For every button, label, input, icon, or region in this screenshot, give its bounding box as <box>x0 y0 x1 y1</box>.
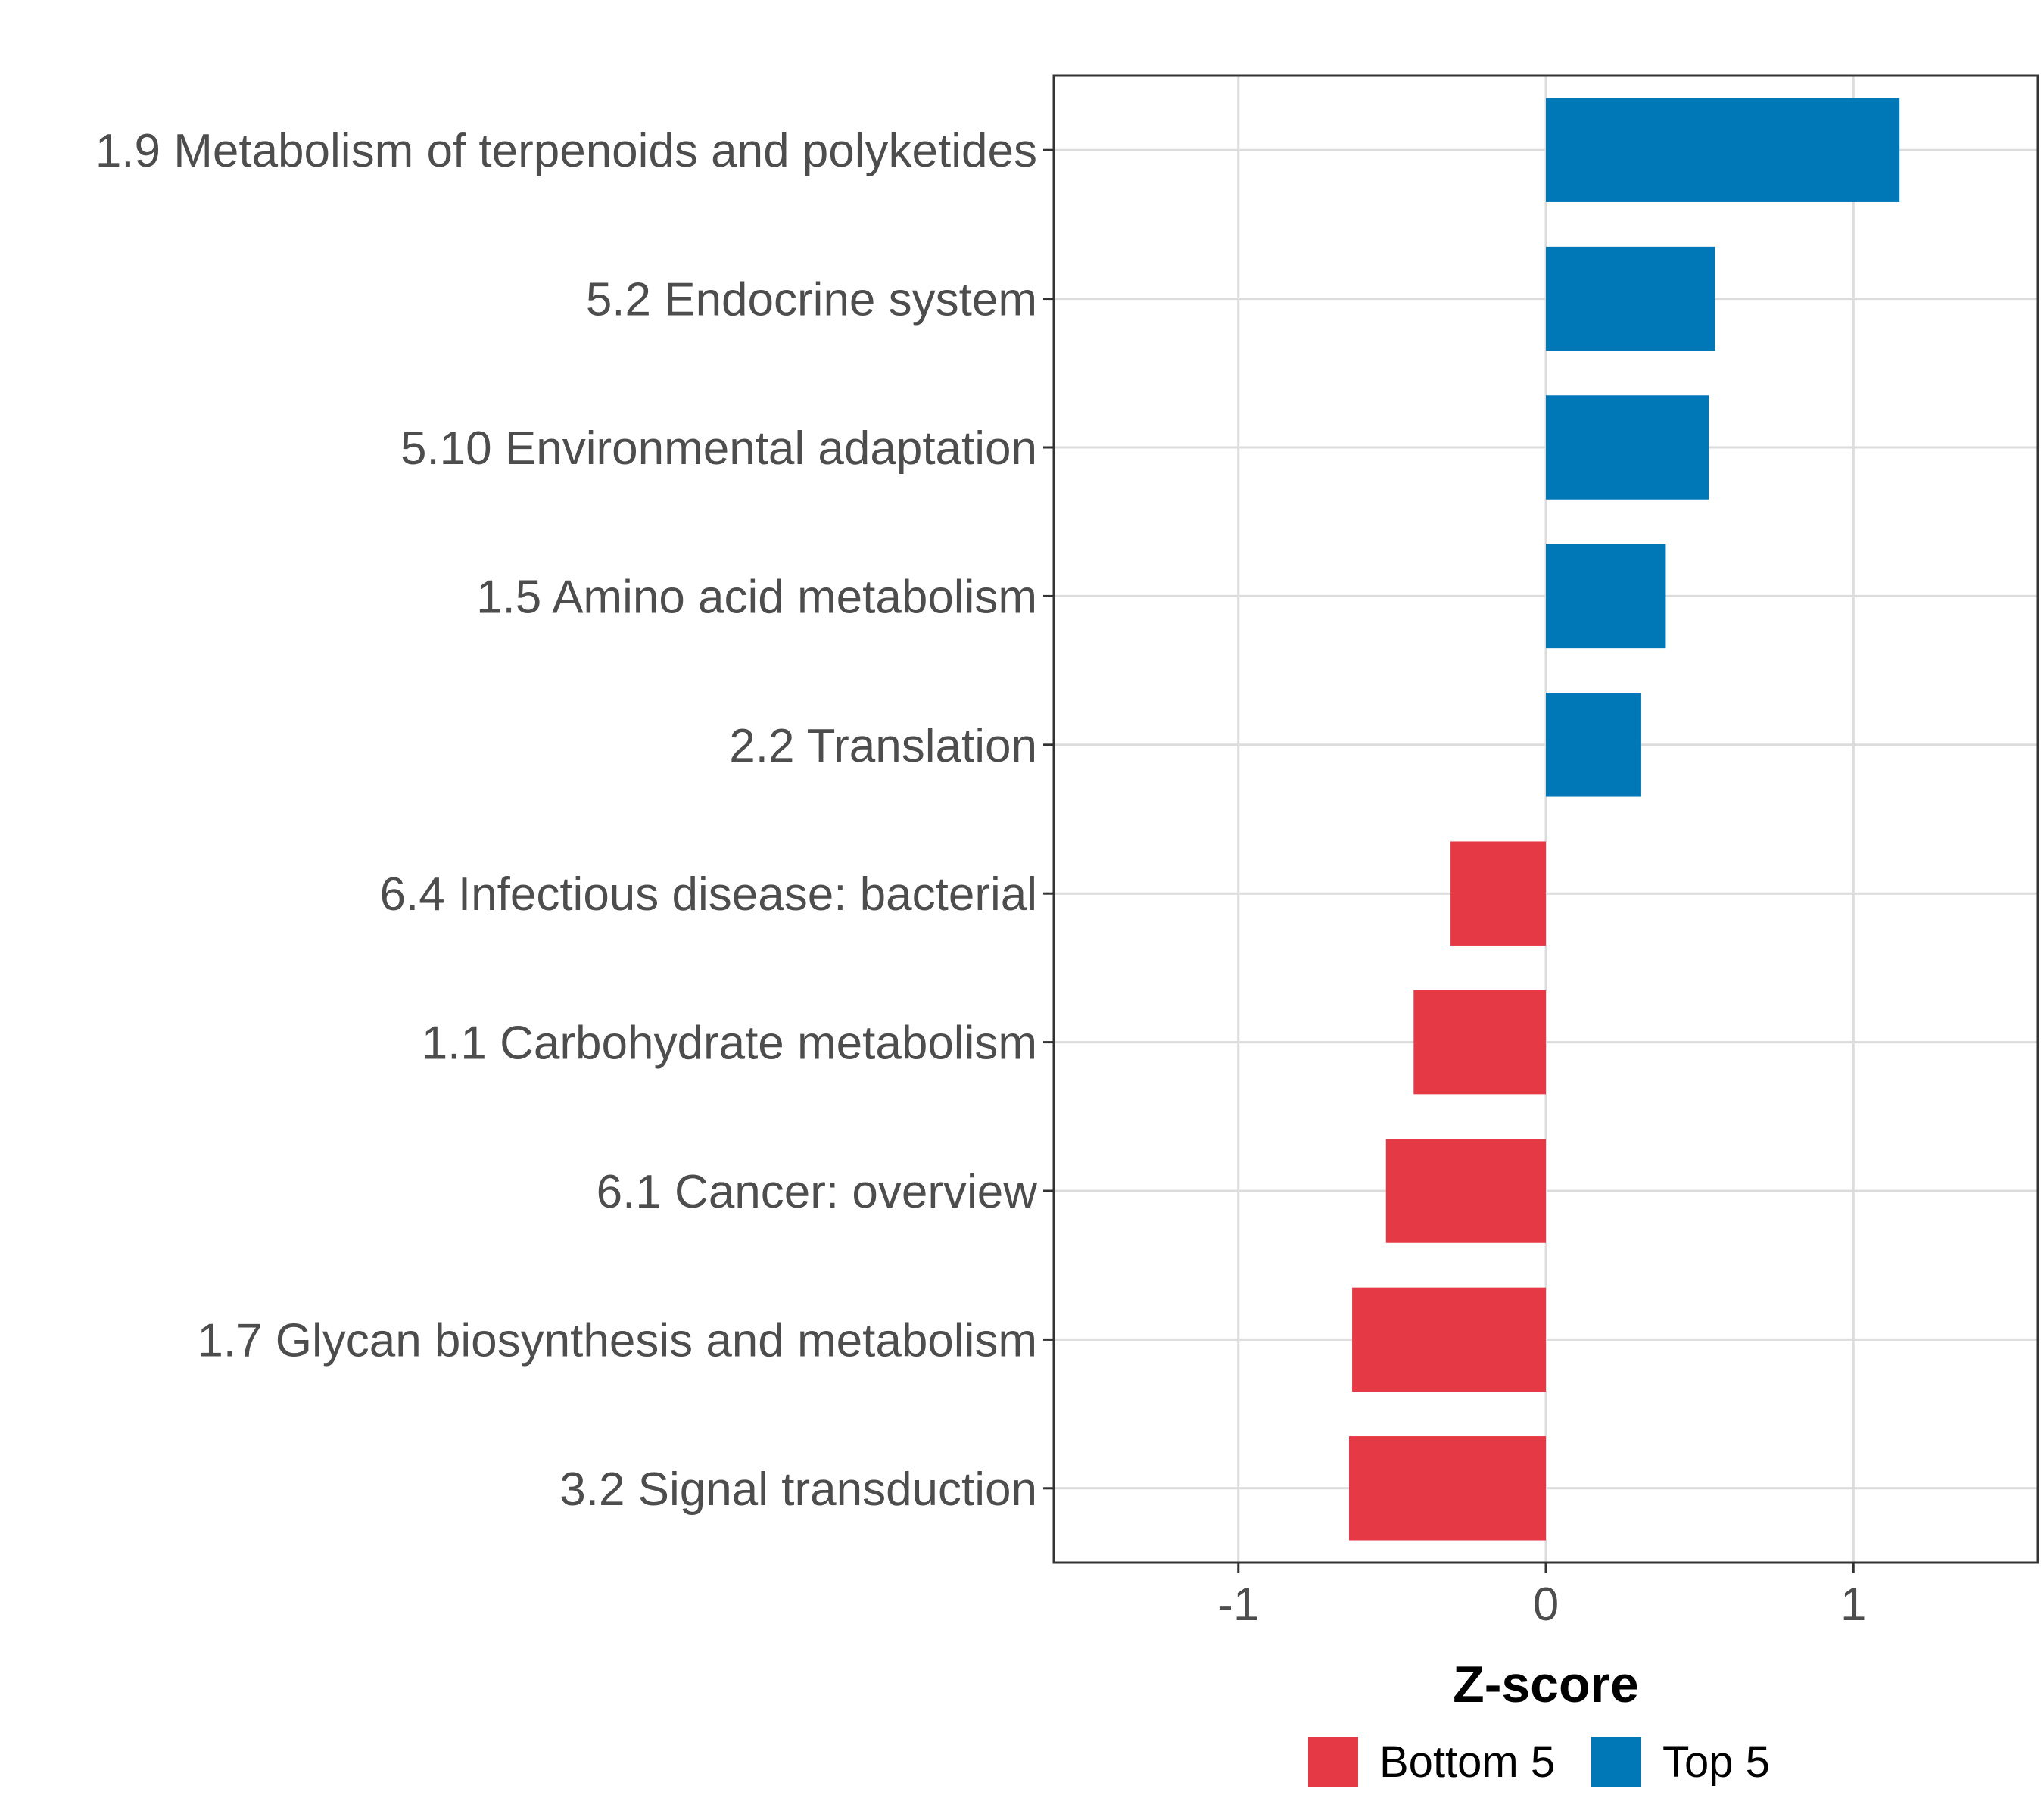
bar <box>1546 544 1666 649</box>
y-tick-label: 1.5 Amino acid metabolism <box>476 571 1037 623</box>
y-tick-label: 6.1 Cancer: overview <box>597 1166 1038 1218</box>
legend: Bottom 5 Top 5 <box>1308 1737 1770 1787</box>
y-tick-label: 2.2 Translation <box>729 720 1037 772</box>
legend-label: Top 5 <box>1662 1738 1770 1787</box>
y-tick-label: 1.1 Carbohydrate metabolism <box>422 1018 1037 1070</box>
bar <box>1546 693 1641 797</box>
bar <box>1352 1287 1546 1392</box>
y-tick-label: 3.2 Signal transduction <box>559 1463 1037 1516</box>
y-tick-label: 1.7 Glycan biosynthesis and metabolism <box>197 1314 1037 1367</box>
y-axis: 1.9 Metabolism of terpenoids and polyket… <box>95 125 1054 1516</box>
bar <box>1413 990 1546 1095</box>
bar <box>1546 246 1715 351</box>
bars-layer <box>1349 98 1900 1541</box>
y-tick-label: 5.10 Environmental adaptation <box>400 422 1037 475</box>
y-tick-label: 5.2 Endocrine system <box>586 274 1037 326</box>
bar <box>1450 841 1546 946</box>
bar <box>1385 1139 1546 1243</box>
y-tick-label: 6.4 Infectious disease: bacterial <box>379 868 1037 921</box>
x-tick-label: -1 <box>1217 1579 1259 1631</box>
legend-key <box>1308 1737 1358 1787</box>
x-tick-label: 1 <box>1840 1579 1866 1631</box>
bar <box>1546 395 1709 500</box>
legend-label: Bottom 5 <box>1379 1738 1555 1787</box>
y-tick-label: 1.9 Metabolism of terpenoids and polyket… <box>95 125 1037 177</box>
bar <box>1349 1436 1546 1541</box>
x-axis: -1 0 1 <box>1217 1563 1866 1631</box>
bar <box>1546 98 1900 202</box>
legend-key <box>1591 1737 1641 1787</box>
x-tick-label: 0 <box>1533 1579 1559 1631</box>
x-axis-title: Z-score <box>1453 1656 1639 1713</box>
